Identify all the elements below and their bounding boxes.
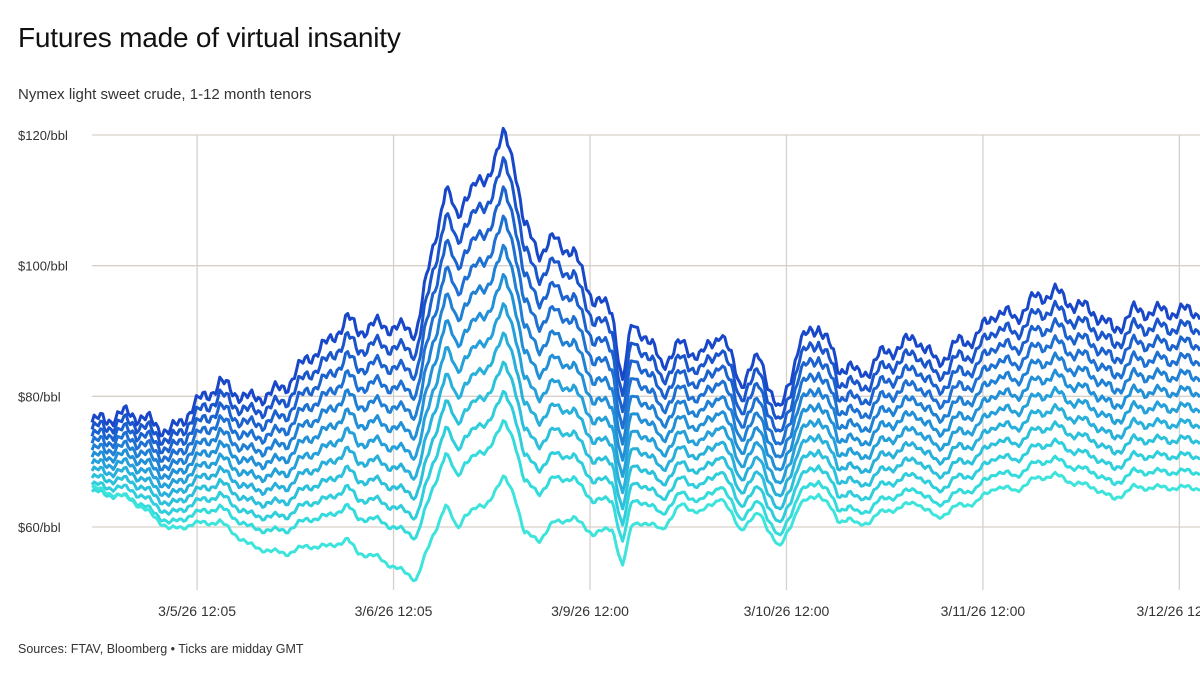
y-tick-label: $80/bbl [18, 389, 61, 404]
x-axis-ticks: 3/5/26 12:05 3/6/26 12:05 3/9/26 12:00 3/10… [158, 603, 1200, 619]
series-line-tenor-7 [90, 302, 1200, 489]
series-line-tenor-1 [90, 126, 1200, 438]
series-line-tenor-8 [90, 331, 1200, 498]
x-tick-label: 3/5/26 12:05 [158, 603, 236, 619]
series-line-tenor-6 [90, 273, 1200, 480]
x-tick-label: 3/11/26 12:00 [941, 603, 1026, 619]
gridlines [92, 134, 1200, 590]
series-line-tenor-9 [90, 360, 1200, 511]
y-axis-ticks: $120/bbl $100/bbl $80/bbl $60/bbl [18, 128, 68, 535]
series-line-tenor-2 [90, 156, 1200, 446]
chart-source-note: Sources: FTAV, Bloomberg • Ticks are mid… [18, 642, 304, 656]
series-line-tenor-12 [91, 470, 1200, 583]
series-line-tenor-4 [90, 214, 1200, 463]
y-tick-label: $120/bbl [18, 128, 68, 143]
chart-subtitle: Nymex light sweet crude, 1-12 month teno… [18, 86, 312, 103]
chart-title: Futures made of virtual insanity [18, 22, 401, 53]
chart-plot: $120/bbl $100/bbl $80/bbl $60/bbl 3/5/26 12… [18, 126, 1200, 619]
x-tick-label: 3/6/26 12:05 [355, 603, 433, 619]
series-lines [90, 126, 1200, 583]
series-line-tenor-5 [90, 243, 1200, 472]
x-tick-label: 3/12/26 12:00 [1137, 603, 1200, 619]
y-tick-label: $60/bbl [18, 520, 61, 535]
series-line-tenor-3 [90, 185, 1200, 455]
x-tick-label: 3/10/26 12:00 [744, 603, 830, 619]
series-line-tenor-10 [90, 389, 1200, 527]
y-tick-label: $100/bbl [18, 259, 68, 274]
x-tick-label: 3/9/26 12:00 [551, 603, 629, 619]
series-line-tenor-11 [90, 419, 1200, 543]
